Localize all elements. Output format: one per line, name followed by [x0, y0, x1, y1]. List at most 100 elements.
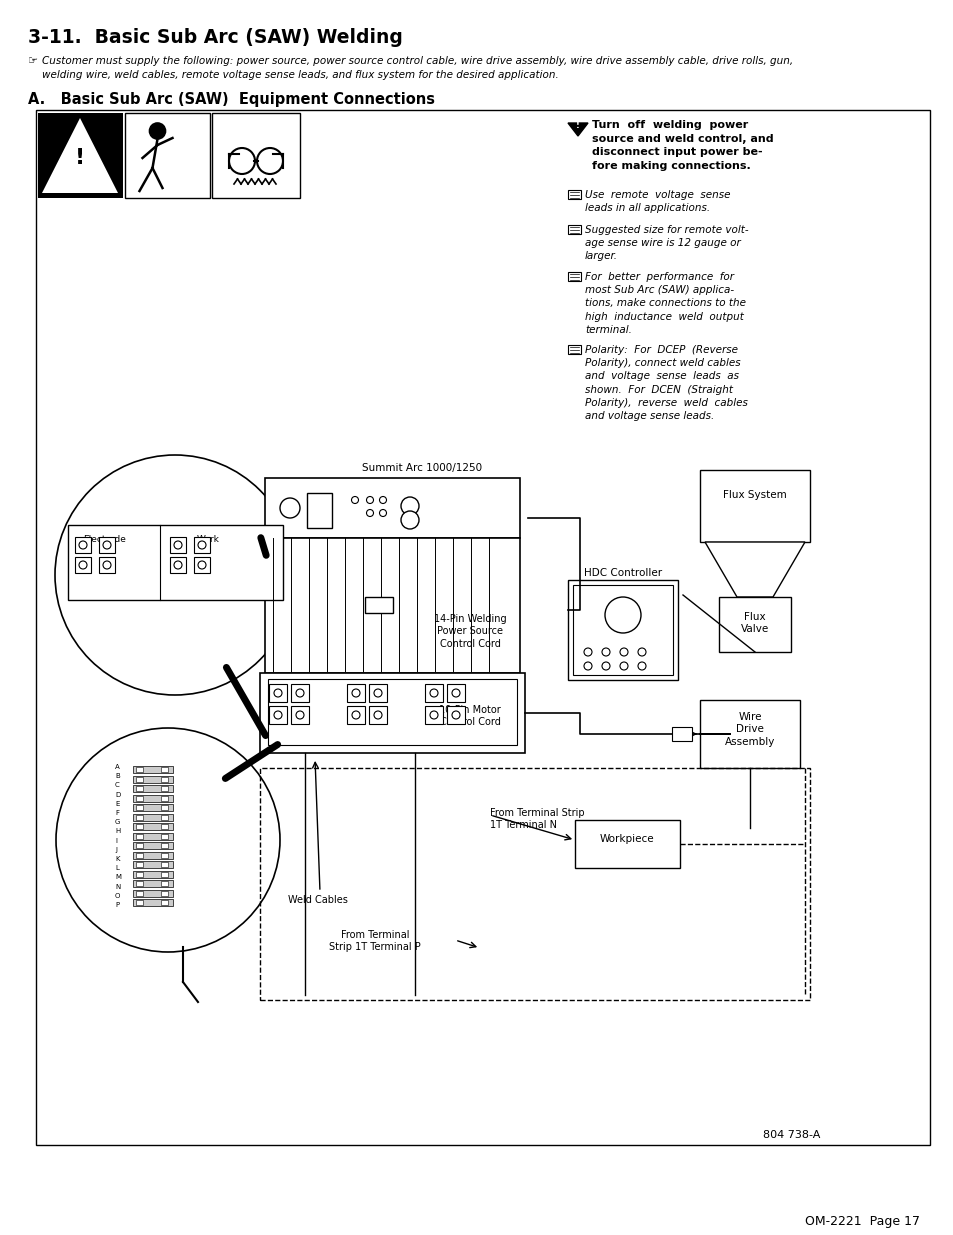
- Circle shape: [366, 496, 374, 504]
- Bar: [161, 777, 168, 782]
- Bar: [575, 820, 679, 868]
- Circle shape: [379, 510, 386, 516]
- Bar: [132, 861, 172, 868]
- Circle shape: [274, 689, 282, 697]
- Circle shape: [366, 510, 374, 516]
- Bar: [132, 842, 172, 848]
- Bar: [125, 112, 210, 198]
- Bar: [161, 881, 168, 885]
- Text: A.   Basic Sub Arc (SAW)  Equipment Connections: A. Basic Sub Arc (SAW) Equipment Connect…: [28, 91, 435, 107]
- Text: C: C: [115, 783, 120, 788]
- Circle shape: [400, 511, 418, 529]
- Bar: [347, 684, 365, 701]
- Circle shape: [619, 662, 627, 671]
- Text: 804 738-A: 804 738-A: [761, 1130, 820, 1140]
- Bar: [132, 851, 172, 858]
- Bar: [132, 814, 172, 820]
- Bar: [132, 832, 172, 840]
- Text: I: I: [115, 837, 117, 844]
- Bar: [170, 537, 186, 553]
- Circle shape: [274, 711, 282, 719]
- Bar: [136, 900, 143, 905]
- Bar: [424, 684, 442, 701]
- Bar: [136, 834, 143, 839]
- Text: From Terminal Strip
1T Terminal N: From Terminal Strip 1T Terminal N: [490, 808, 584, 830]
- Bar: [161, 805, 168, 810]
- Circle shape: [352, 711, 359, 719]
- Bar: [132, 785, 172, 792]
- Text: K: K: [115, 856, 119, 862]
- Text: Suggested size for remote volt-
age sense wire is 12 gauge or
larger.: Suggested size for remote volt- age sens…: [584, 225, 748, 262]
- Bar: [132, 899, 172, 906]
- Bar: [36, 110, 929, 1145]
- Bar: [161, 852, 168, 857]
- Bar: [291, 706, 309, 724]
- Circle shape: [583, 662, 592, 671]
- Bar: [424, 706, 442, 724]
- Bar: [132, 871, 172, 878]
- Text: F: F: [115, 810, 119, 816]
- Bar: [567, 190, 580, 199]
- Circle shape: [452, 689, 459, 697]
- Bar: [573, 585, 672, 676]
- Text: Electrode: Electrode: [84, 535, 127, 543]
- Text: !: !: [576, 121, 579, 130]
- Text: HDC Controller: HDC Controller: [583, 568, 661, 578]
- Circle shape: [55, 454, 294, 695]
- Text: Flux System: Flux System: [722, 490, 786, 500]
- Bar: [369, 706, 387, 724]
- Circle shape: [430, 711, 437, 719]
- Bar: [99, 557, 115, 573]
- Circle shape: [79, 541, 87, 550]
- Bar: [700, 700, 800, 768]
- Bar: [136, 795, 143, 800]
- Circle shape: [79, 561, 87, 569]
- Circle shape: [638, 648, 645, 656]
- Bar: [75, 557, 91, 573]
- Bar: [161, 890, 168, 895]
- Bar: [719, 597, 790, 652]
- Bar: [161, 872, 168, 877]
- Text: Turn  off  welding  power
source and weld control, and
disconnect input power be: Turn off welding power source and weld c…: [592, 120, 773, 170]
- Polygon shape: [704, 542, 804, 597]
- Circle shape: [374, 689, 381, 697]
- Bar: [447, 684, 464, 701]
- Text: !: !: [75, 148, 85, 168]
- Bar: [161, 824, 168, 829]
- Bar: [161, 900, 168, 905]
- Bar: [136, 805, 143, 810]
- Text: M: M: [115, 874, 121, 881]
- Bar: [132, 889, 172, 897]
- Text: Customer must supply the following: power source, power source control cable, wi: Customer must supply the following: powe…: [42, 56, 792, 65]
- Polygon shape: [567, 124, 587, 136]
- Circle shape: [173, 561, 182, 569]
- Bar: [260, 768, 809, 1000]
- Bar: [38, 112, 123, 198]
- Text: H: H: [115, 829, 120, 835]
- Text: B: B: [115, 773, 120, 779]
- Circle shape: [103, 561, 111, 569]
- Bar: [161, 862, 168, 867]
- Bar: [136, 872, 143, 877]
- Circle shape: [430, 689, 437, 697]
- Circle shape: [295, 711, 304, 719]
- Bar: [132, 794, 172, 802]
- Circle shape: [379, 496, 386, 504]
- Bar: [567, 225, 580, 233]
- Bar: [68, 525, 283, 600]
- Bar: [136, 862, 143, 867]
- Bar: [136, 881, 143, 885]
- Text: Wire
Drive
Assembly: Wire Drive Assembly: [724, 713, 775, 747]
- Bar: [307, 493, 332, 529]
- Bar: [136, 815, 143, 820]
- Text: welding wire, weld cables, remote voltage sense leads, and flux system for the d: welding wire, weld cables, remote voltag…: [42, 70, 558, 80]
- Bar: [161, 834, 168, 839]
- Bar: [75, 537, 91, 553]
- Bar: [136, 785, 143, 790]
- Bar: [265, 538, 519, 673]
- Circle shape: [295, 689, 304, 697]
- Circle shape: [601, 648, 609, 656]
- Circle shape: [452, 711, 459, 719]
- Circle shape: [604, 597, 640, 634]
- Text: From Terminal
Strip 1T Terminal P: From Terminal Strip 1T Terminal P: [329, 930, 420, 952]
